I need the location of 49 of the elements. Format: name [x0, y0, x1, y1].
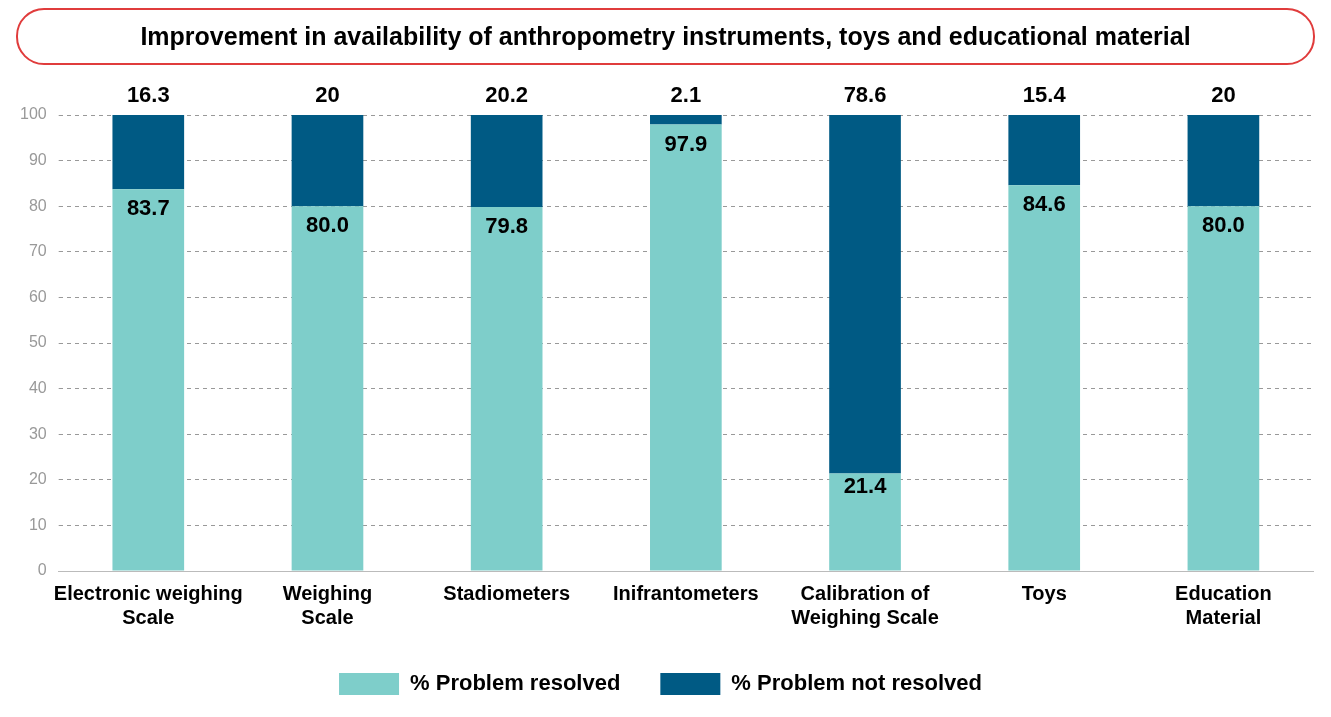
bar: [291, 206, 364, 571]
data-label: 20: [1211, 82, 1236, 108]
bar: [291, 115, 364, 207]
data-label: 15.4: [1022, 82, 1067, 108]
data-label: 80.0: [1201, 212, 1245, 238]
x-tick-label: Inifrantometers: [613, 581, 759, 604]
chart-title: Improvement in availability of anthropometry instruments, toys and educational material: [16, 8, 1315, 65]
y-tick-label: 40: [28, 379, 47, 397]
bar: [650, 115, 722, 125]
bar: [829, 115, 901, 474]
bar: [829, 473, 901, 571]
data-label: 21.4: [843, 473, 888, 499]
x-tick-label: Stadiometers: [443, 581, 571, 604]
y-tick-label: 100: [19, 105, 47, 123]
y-tick-label: 60: [28, 287, 47, 305]
x-tick-label: Calibration of Weighing Scale: [791, 581, 939, 628]
y-tick-label: 80: [28, 196, 47, 214]
data-label: 80.0: [306, 212, 349, 238]
data-label: 16.3: [126, 82, 170, 108]
y-tick-label: 90: [28, 151, 47, 169]
legend-label: % Problem not resolved: [731, 670, 982, 696]
x-tick-label: Toys: [1021, 581, 1067, 604]
x-tick-label: Weighing Scale: [282, 581, 373, 628]
y-tick-label: 70: [28, 242, 47, 260]
data-label: 84.6: [1022, 191, 1066, 217]
y-tick-label: 30: [28, 424, 47, 442]
data-label: 97.9: [664, 130, 708, 156]
bar: [1008, 115, 1081, 186]
legend-label: % Problem resolved: [410, 670, 621, 696]
y-tick-label: 20: [28, 470, 47, 488]
bar: [470, 115, 543, 208]
data-label: 78.6: [843, 82, 887, 108]
x-tick-label: Education Material: [1175, 581, 1272, 628]
data-label: 2.1: [670, 82, 702, 108]
bar: [1187, 206, 1260, 571]
y-tick-label: 0: [37, 561, 47, 579]
y-tick-label: 10: [28, 515, 47, 533]
bar: [112, 115, 185, 190]
y-tick-label: 50: [28, 333, 47, 351]
data-label: 79.8: [485, 213, 529, 239]
bar: [1008, 185, 1081, 571]
data-label: 83.7: [126, 195, 170, 221]
bar: [650, 124, 722, 571]
bar: [470, 207, 543, 571]
bar: [112, 189, 185, 571]
data-label: 20: [315, 82, 340, 108]
data-label: 20.2: [485, 82, 529, 108]
bar: [1187, 115, 1260, 207]
x-tick-label: Electronic weighing Scale: [53, 581, 243, 628]
